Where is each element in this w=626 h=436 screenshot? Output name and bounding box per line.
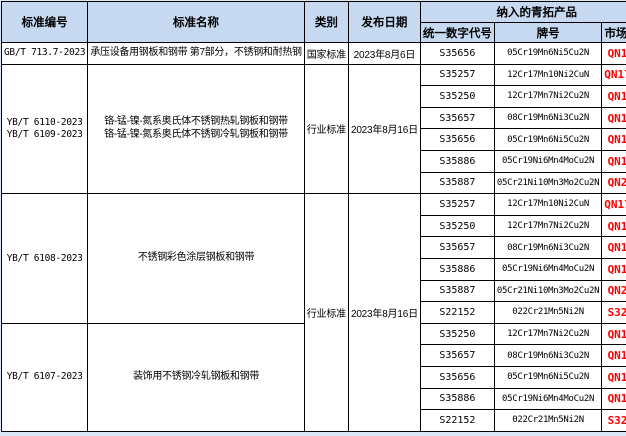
unified-code-cell: S22152 [420, 302, 494, 324]
unified-code-cell: S35657 [420, 237, 494, 259]
standard-name-cell: 承压设备用钢板和钢带 第7部分，不锈钢和耐热钢 [88, 43, 304, 65]
market-grade-cell: QN1906 [602, 388, 626, 410]
header-standard-name: 标准名称 [88, 2, 304, 43]
market-grade-cell: QN1804 [602, 366, 626, 388]
standard-name-cell-line: 承压设备用钢板和钢带 第7部分，不锈钢和耐热钢 [90, 47, 301, 60]
header-unified-code: 统一数字代号 [420, 23, 494, 43]
unified-code-cell: S35250 [420, 86, 494, 108]
market-grade-cell: QN1803 [602, 107, 626, 129]
grade-cell: 05Cr21Ni10Mn3Mo2Cu2N [494, 172, 601, 194]
standard-number-cell-line: YB/T 6107-2023 [4, 371, 85, 383]
standard-name-cell-line: 铬-锰-镍-氮系奥氏体不锈钢热轧钢板和钢带 [90, 116, 301, 129]
grade-cell: 022Cr21Mn5Ni2N [494, 410, 601, 432]
grade-cell: 12Cr17Mn7Ni2Cu2N [494, 215, 601, 237]
unified-code-cell: S35250 [420, 215, 494, 237]
standard-number-cell: YB/T 6108-2023 [2, 194, 88, 324]
unified-code-cell: S35656 [420, 43, 494, 65]
market-grade-cell: QN1701 [602, 323, 626, 345]
market-grade-cell: QN1803 [602, 237, 626, 259]
grade-cell: 12Cr17Mn10Ni2CuN [494, 64, 601, 86]
grade-cell: 08Cr19Mn6Ni3Cu2N [494, 345, 601, 367]
grade-cell: 05Cr19Mn6Ni5Cu2N [494, 43, 601, 65]
grade-cell: 12Cr17Mn10Ni2CuN [494, 194, 601, 216]
grade-cell: 05Cr19Mn6Ni5Cu2N [494, 366, 601, 388]
market-grade-cell: QN1701 [602, 215, 626, 237]
unified-code-cell: S35257 [420, 194, 494, 216]
grade-cell: 05Cr19Mn6Ni5Cu2N [494, 129, 601, 151]
grade-cell: 08Cr19Mn6Ni3Cu2N [494, 107, 601, 129]
grade-cell: 05Cr19Ni6Mn4MoCu2N [494, 150, 601, 172]
unified-code-cell: S35656 [420, 129, 494, 151]
unified-code-cell: S35657 [420, 107, 494, 129]
standard-number-cell-line: YB/T 6108-2023 [4, 253, 85, 265]
unified-code-cell: S35656 [420, 366, 494, 388]
standard-number-cell-line: GB/T 713.7-2023 [4, 47, 85, 59]
grade-cell: 08Cr19Mn6Ni3Cu2N [494, 237, 601, 259]
unified-code-cell: S35657 [420, 345, 494, 367]
unified-code-cell: S35886 [420, 388, 494, 410]
market-grade-cell: S32001 [602, 302, 626, 324]
unified-code-cell: S35250 [420, 323, 494, 345]
product-row: GB/T 713.7-2023 承压设备用钢板和钢带 第7部分，不锈钢和耐热钢国家… [2, 43, 626, 65]
standard-number-cell: GB/T 713.7-2023 [2, 43, 88, 65]
header-included-products-group: 纳入的青拓产品 [420, 2, 626, 23]
unified-code-cell: S35257 [420, 64, 494, 86]
standard-number-cell-line: YB/T 6110-2023 [4, 117, 85, 129]
header-standard-number: 标准编号 [2, 2, 88, 43]
standard-name-cell: 不锈钢彩色涂层钢板和钢带 [88, 194, 304, 324]
standard-number-cell: YB/T 6107-2023 [2, 323, 88, 431]
market-grade-cell: QN2109 [602, 172, 626, 194]
table-body: GB/T 713.7-2023 承压设备用钢板和钢带 第7部分，不锈钢和耐热钢国家… [2, 43, 626, 432]
market-grade-cell: QN1701E [602, 64, 626, 86]
market-grade-cell: QN1804 [602, 43, 626, 65]
unified-code-cell: S22152 [420, 410, 494, 432]
standard-name-cell-line: 铬-锰-镍-氮系奥氏体不锈钢冷轧钢板和钢带 [90, 129, 301, 142]
table-header: 标准编号 标准名称 类别 发布日期 纳入的青拓产品 统一数字代号 牌号 市场牌号 [2, 2, 626, 43]
grade-cell: 12Cr17Mn7Ni2Cu2N [494, 86, 601, 108]
unified-code-cell: S35887 [420, 280, 494, 302]
header-row-top: 标准编号 标准名称 类别 发布日期 纳入的青拓产品 [2, 2, 626, 23]
unified-code-cell: S35886 [420, 258, 494, 280]
release-date-cell: 2023年8月16日 [348, 64, 420, 194]
market-grade-cell: QN2109 [602, 280, 626, 302]
standard-name-cell-line: 不锈钢彩色涂层钢板和钢带 [90, 252, 301, 265]
category-cell: 国家标准 [304, 43, 348, 65]
grade-cell: 022Cr21Mn5Ni2N [494, 302, 601, 324]
unified-code-cell: S35887 [420, 172, 494, 194]
category-cell: 行业标准 [304, 194, 348, 432]
grade-cell: 12Cr17Mn7Ni2Cu2N [494, 323, 601, 345]
release-date-cell: 2023年8月6日 [348, 43, 420, 65]
standard-name-cell: 铬-锰-镍-氮系奥氏体不锈钢热轧钢板和钢带铬-锰-镍-氮系奥氏体不锈钢冷轧钢板和… [88, 64, 304, 194]
header-category: 类别 [304, 2, 348, 43]
release-date-cell: 2023年8月16日 [348, 194, 420, 432]
market-grade-cell: QN1803 [602, 345, 626, 367]
market-grade-cell: QN1701E [602, 194, 626, 216]
market-grade-cell: QN1804 [602, 129, 626, 151]
grade-cell: 05Cr19Ni6Mn4MoCu2N [494, 388, 601, 410]
market-grade-cell: QN1906 [602, 258, 626, 280]
market-grade-cell: S32001 [602, 410, 626, 432]
unified-code-cell: S35886 [420, 150, 494, 172]
standard-number-cell-line: YB/T 6109-2023 [4, 129, 85, 141]
header-market-grade: 市场牌号 [602, 23, 626, 43]
grade-cell: 05Cr19Ni6Mn4MoCu2N [494, 258, 601, 280]
market-grade-cell: QN1906 [602, 150, 626, 172]
market-grade-cell: QN1701 [602, 86, 626, 108]
header-release-date: 发布日期 [348, 2, 420, 43]
standard-name-cell-line: 装饰用不锈钢冷轧钢板和钢带 [90, 371, 301, 384]
grade-cell: 05Cr21Ni10Mn3Mo2Cu2N [494, 280, 601, 302]
category-cell: 行业标准 [304, 64, 348, 194]
header-grade: 牌号 [494, 23, 601, 43]
standard-name-cell: 装饰用不锈钢冷轧钢板和钢带 [88, 323, 304, 431]
